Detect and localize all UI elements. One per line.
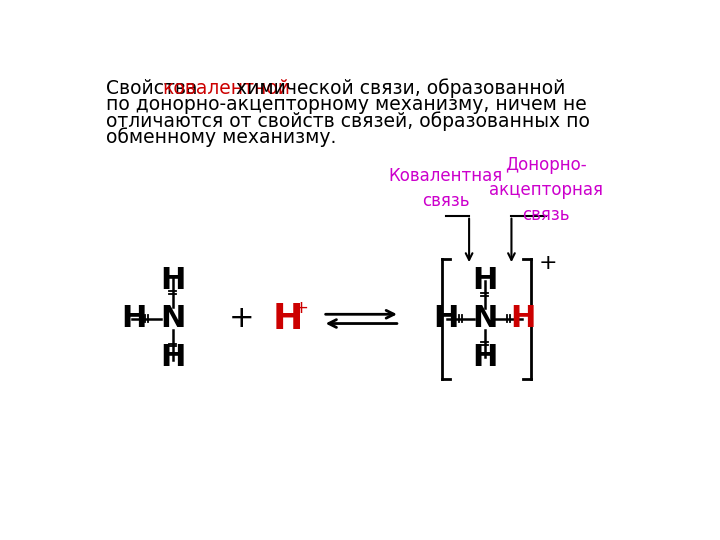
Text: отличаются от свойств связей, образованных по: отличаются от свойств связей, образованн… (106, 111, 590, 131)
Text: N: N (160, 305, 185, 333)
Text: H: H (472, 266, 498, 295)
Text: Ковалентная
связь: Ковалентная связь (389, 167, 503, 210)
Text: N: N (472, 305, 498, 333)
Text: Донорно-
акцепторная
связь: Донорно- акцепторная связь (489, 156, 603, 224)
Text: H: H (510, 305, 536, 333)
Text: H: H (433, 305, 459, 333)
Text: H: H (160, 266, 185, 295)
Text: химической связи, образованной: химической связи, образованной (230, 79, 565, 98)
Text: +: + (229, 305, 255, 333)
Text: +: + (539, 253, 557, 273)
Text: H: H (122, 305, 147, 333)
Text: H: H (273, 302, 303, 336)
Text: ковалентной: ковалентной (162, 79, 290, 98)
Text: H: H (472, 343, 498, 372)
Text: H: H (160, 343, 185, 372)
Text: обменному механизму.: обменному механизму. (106, 127, 336, 147)
Text: по донорно-акцепторному механизму, ничем не: по донорно-акцепторному механизму, ничем… (106, 95, 586, 114)
Text: +: + (293, 299, 308, 317)
Text: Свойства: Свойства (106, 79, 203, 98)
